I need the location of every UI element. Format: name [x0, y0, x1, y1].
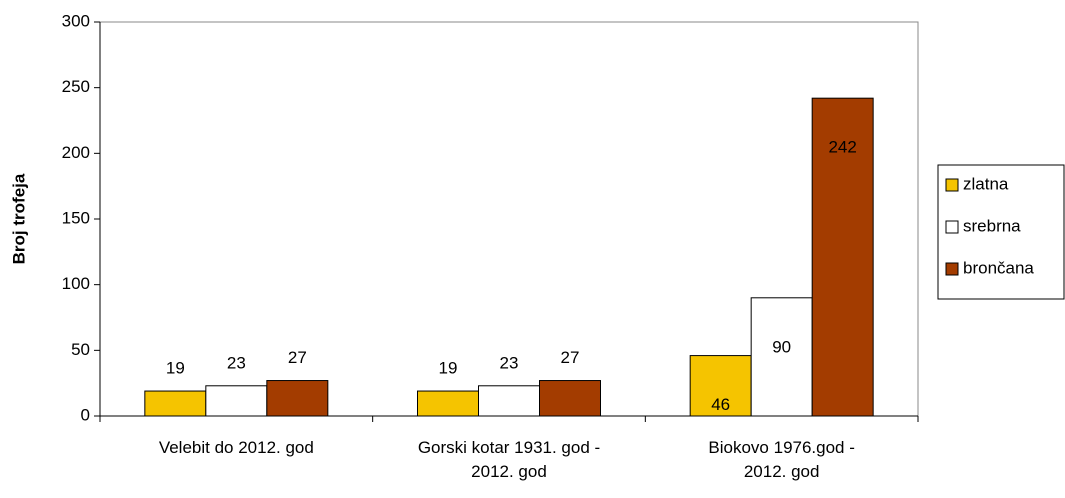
y-tick-label: 100 — [62, 274, 90, 293]
data-label: 46 — [711, 395, 730, 414]
data-label: 242 — [828, 138, 856, 157]
legend-box — [937, 164, 1065, 300]
y-tick-label: 300 — [62, 11, 90, 30]
data-label: 23 — [500, 353, 519, 372]
data-label: 23 — [227, 353, 246, 372]
bar — [750, 297, 813, 417]
bar — [539, 380, 601, 417]
y-tick-label: 250 — [62, 77, 90, 96]
y-axis-label: Broj trofeja — [9, 173, 28, 264]
legend-swatch — [945, 178, 959, 192]
x-tick-label: Biokovo 1976.god - 2012. god — [708, 438, 855, 481]
data-label: 27 — [288, 348, 307, 367]
x-tick-label: Gorski kotar 1931. god - 2012. god — [417, 438, 601, 481]
data-label: 27 — [561, 348, 580, 367]
y-tick-label: 50 — [71, 340, 90, 359]
data-label: 19 — [166, 359, 185, 378]
bar — [417, 390, 479, 417]
x-tick-label: Velebit do 2012. god — [158, 438, 314, 457]
bar — [478, 385, 540, 417]
legend-swatch — [945, 220, 959, 234]
legend-label: zlatna — [963, 174, 1009, 193]
legend-label: brončana — [963, 258, 1034, 277]
data-label: 90 — [772, 337, 791, 356]
y-tick-label: 150 — [62, 208, 90, 227]
legend-label: srebrna — [963, 216, 1021, 235]
legend-swatch — [945, 262, 959, 276]
data-label: 19 — [439, 359, 458, 378]
y-tick-label: 200 — [62, 143, 90, 162]
bar — [689, 355, 752, 417]
bar — [205, 385, 268, 417]
bar — [266, 380, 329, 417]
bar — [144, 390, 207, 417]
bar — [811, 97, 874, 417]
y-tick-label: 0 — [81, 405, 90, 424]
